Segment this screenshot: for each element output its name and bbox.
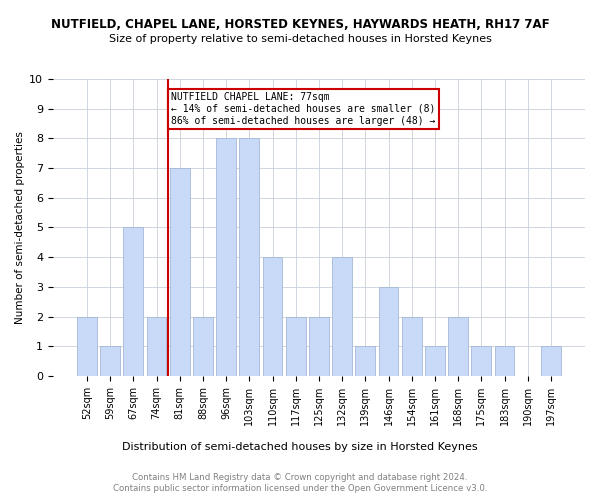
Text: Contains public sector information licensed under the Open Government Licence v3: Contains public sector information licen… (113, 484, 487, 493)
Text: Size of property relative to semi-detached houses in Horsted Keynes: Size of property relative to semi-detach… (109, 34, 491, 44)
Bar (448, 316, 468, 376)
Text: Distribution of semi-detached houses by size in Horsted Keynes: Distribution of semi-detached houses by … (122, 442, 478, 452)
Bar (263, 257, 283, 376)
Bar (100, 346, 120, 376)
Bar (77, 316, 97, 376)
Y-axis label: Number of semi-detached properties: Number of semi-detached properties (15, 131, 25, 324)
Bar (146, 316, 166, 376)
Bar (124, 228, 143, 376)
Text: Contains HM Land Registry data © Crown copyright and database right 2024.: Contains HM Land Registry data © Crown c… (132, 472, 468, 482)
Bar (332, 257, 352, 376)
Bar (239, 138, 259, 376)
Bar (425, 346, 445, 376)
Bar (216, 138, 236, 376)
Bar (286, 316, 305, 376)
Bar (309, 316, 329, 376)
Bar (355, 346, 375, 376)
Bar (170, 168, 190, 376)
Bar (494, 346, 514, 376)
Bar (402, 316, 422, 376)
Bar (193, 316, 213, 376)
Text: NUTFIELD CHAPEL LANE: 77sqm
← 14% of semi-detached houses are smaller (8)
86% of: NUTFIELD CHAPEL LANE: 77sqm ← 14% of sem… (171, 92, 435, 126)
Bar (379, 287, 398, 376)
Bar (472, 346, 491, 376)
Bar (541, 346, 561, 376)
Text: NUTFIELD, CHAPEL LANE, HORSTED KEYNES, HAYWARDS HEATH, RH17 7AF: NUTFIELD, CHAPEL LANE, HORSTED KEYNES, H… (50, 18, 550, 30)
